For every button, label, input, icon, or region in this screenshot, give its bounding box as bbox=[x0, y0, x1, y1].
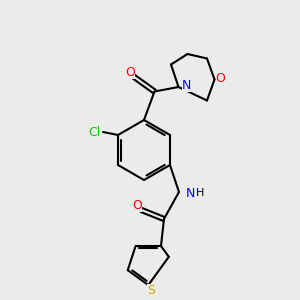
Text: O: O bbox=[125, 66, 135, 80]
Text: Cl: Cl bbox=[88, 125, 100, 139]
Text: N: N bbox=[186, 187, 195, 200]
Text: O: O bbox=[216, 71, 225, 85]
Text: N: N bbox=[182, 79, 191, 92]
Text: S: S bbox=[147, 284, 155, 297]
Text: H: H bbox=[196, 188, 204, 199]
Text: O: O bbox=[132, 199, 142, 212]
